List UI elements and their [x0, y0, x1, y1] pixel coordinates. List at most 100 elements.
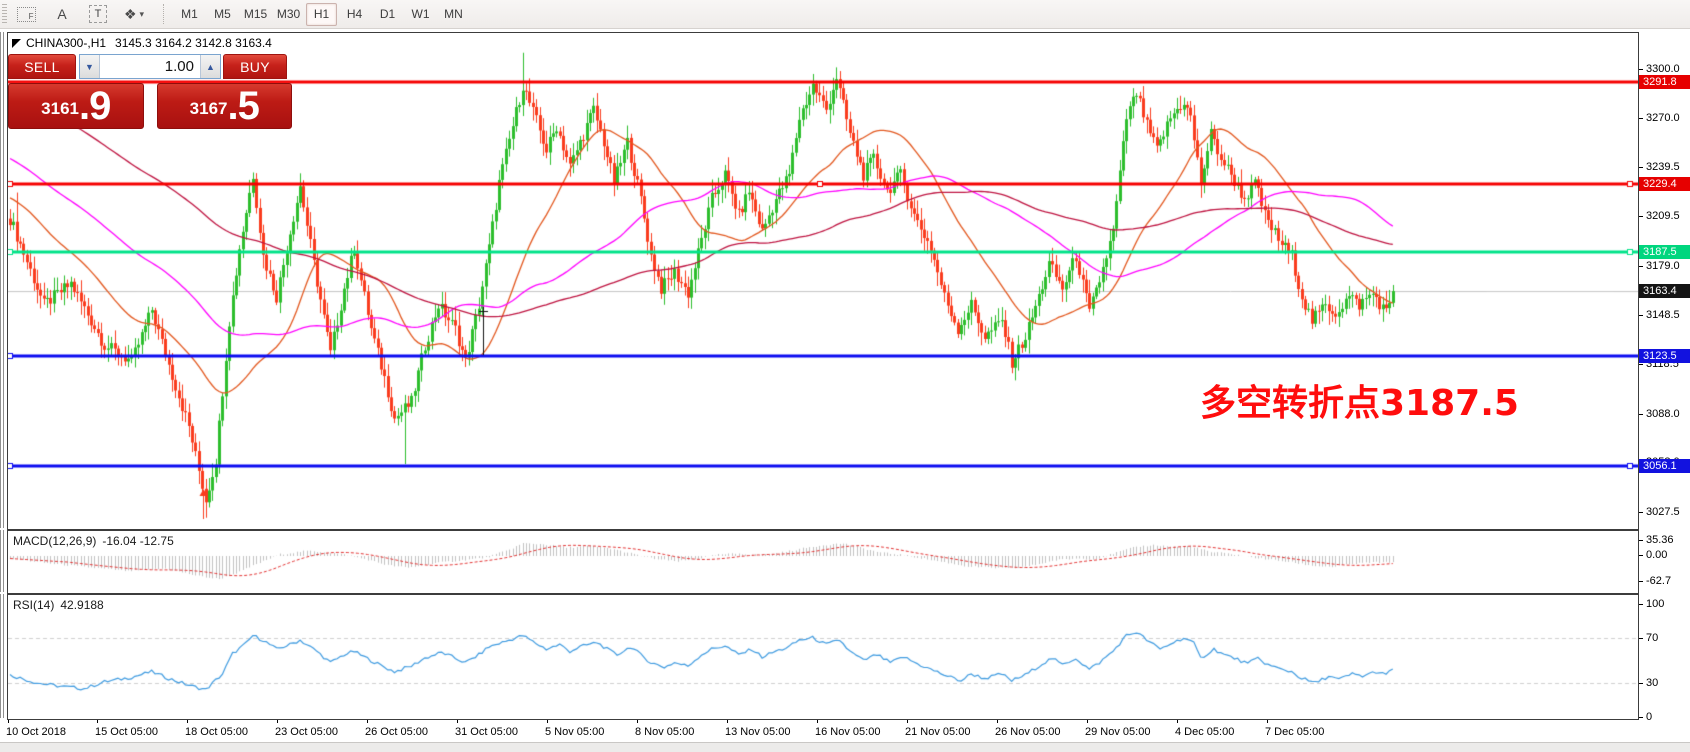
y-axis-tick: 3239.5	[1639, 161, 1690, 174]
macd-name: MACD(12,26,9)	[13, 534, 97, 548]
panel-splitter[interactable]	[0, 32, 6, 528]
macd-axis-tick: -62.7	[1639, 575, 1690, 588]
toolbar: F A T ❖ ▾ M1 M5 M15 M30 H1 H4 D1 W1 MN	[0, 0, 1690, 29]
macd-values: -16.04 -12.75	[102, 534, 174, 548]
toolbar-icon-group: F A T ❖ ▾	[7, 3, 155, 25]
sell-price-frac: .9	[78, 84, 111, 128]
rsi-name: RSI(14)	[13, 598, 55, 612]
panel-splitter[interactable]	[0, 594, 6, 718]
window-bottom-strip	[0, 742, 1690, 752]
cursor-tools-glyph: ❖	[123, 5, 137, 22]
font-properties-icon[interactable]: F	[15, 3, 37, 25]
text-box-glyph: T	[89, 5, 107, 23]
buy-price-tile[interactable]: 3167.5	[156, 83, 292, 129]
x-axis-label: 18 Oct 05:00	[185, 726, 248, 738]
price-axis[interactable]: 3300.0 3270.0 3239.5 3209.5 3179.0 3148.5 3118…	[1639, 32, 1690, 723]
text-box-icon[interactable]: T	[87, 3, 109, 25]
macd-canvas[interactable]	[8, 531, 1638, 593]
sell-price-tile[interactable]: 3161.9	[8, 83, 144, 129]
x-axis-label: 8 Nov 05:00	[635, 726, 695, 738]
rsi-label: RSI(14) 42.9188	[13, 598, 104, 612]
timeframe-M1[interactable]: M1	[181, 7, 198, 21]
rsi-axis-tick: 0	[1639, 711, 1690, 724]
buy-button-label: BUY	[240, 58, 270, 75]
volume-input[interactable]	[100, 55, 200, 78]
rsi-axis-tick: 30	[1639, 677, 1690, 690]
x-axis-label: 31 Oct 05:00	[455, 726, 518, 738]
rsi-canvas[interactable]	[8, 595, 1638, 719]
price-level-badge: 3187.5	[1639, 244, 1690, 259]
chevron-down-icon: ▾	[139, 8, 145, 19]
x-axis-tick	[367, 720, 368, 723]
toolbar-grip-handle[interactable]	[2, 4, 7, 24]
timeframe-H4[interactable]: H4	[346, 7, 363, 21]
y-axis-tick: 3179.0	[1639, 260, 1690, 273]
timeframe-M30[interactable]: M30	[276, 7, 301, 21]
chart-annotation-text: 多空转折点3187.5	[1200, 383, 1519, 424]
y-axis-tick: 3027.5	[1639, 506, 1690, 519]
timeframe-MN[interactable]: MN	[444, 7, 463, 21]
volume-decrease-button[interactable]: ▼	[80, 55, 100, 78]
x-axis-label: 29 Nov 05:00	[1085, 726, 1151, 738]
one-click-trading-panel: SELL ▼ ▲ BUY 3161.9 3167.5	[8, 54, 292, 129]
x-axis-label: 7 Dec 05:00	[1265, 726, 1325, 738]
x-axis-label: 5 Nov 05:00	[545, 726, 605, 738]
cursor-tools-icon[interactable]: ❖ ▾	[123, 3, 145, 25]
current-price-badge: 3163.4	[1639, 284, 1690, 299]
timeframe-M15[interactable]: M15	[243, 7, 268, 21]
x-axis-tick	[97, 720, 98, 723]
sell-price-main: 3161	[41, 99, 79, 118]
x-axis-tick	[277, 720, 278, 723]
timeframe-H1[interactable]: H1	[306, 2, 337, 26]
x-axis-label: 15 Oct 05:00	[95, 726, 158, 738]
x-axis-label: 13 Nov 05:00	[725, 726, 791, 738]
text-label-icon[interactable]: A	[51, 3, 73, 25]
price-level-badge: 3229.4	[1639, 176, 1690, 191]
volume-spinner: ▼ ▲	[79, 54, 221, 79]
x-axis-tick	[1087, 720, 1088, 723]
y-axis-tick: 3300.0	[1639, 63, 1690, 76]
y-axis-tick: 3148.5	[1639, 309, 1690, 322]
timeframe-W1[interactable]: W1	[411, 7, 430, 21]
sell-button[interactable]: SELL	[8, 54, 76, 79]
macd-axis-tick: 35.36	[1639, 534, 1690, 547]
x-axis-tick	[187, 720, 188, 723]
collapse-triangle-icon[interactable]	[12, 38, 21, 48]
x-axis-tick	[1267, 720, 1268, 723]
buy-price-frac: .5	[227, 84, 259, 128]
rsi-panel[interactable]: RSI(14) 42.9188	[7, 594, 1639, 720]
font-properties-glyph: F	[16, 6, 36, 22]
x-axis-label: 23 Oct 05:00	[275, 726, 338, 738]
macd-label: MACD(12,26,9) -16.04 -12.75	[13, 534, 174, 548]
panel-splitter[interactable]	[0, 530, 6, 592]
buy-price-main: 3167	[189, 99, 228, 118]
x-axis-tick	[727, 720, 728, 723]
symbol-period-label: CHINA300-,H1	[26, 36, 107, 50]
y-axis-tick: 3209.5	[1639, 210, 1690, 223]
time-axis[interactable]: 10 Oct 2018 15 Oct 05:00 18 Oct 05:00 23 Oc…	[0, 720, 1690, 742]
x-axis-tick	[637, 720, 638, 723]
macd-axis-tick: 0.00	[1639, 549, 1690, 562]
rsi-axis-tick: 70	[1639, 632, 1690, 645]
y-axis-tick: 3270.0	[1639, 112, 1690, 125]
price-chart-panel[interactable]	[7, 32, 1639, 530]
volume-increase-button[interactable]: ▲	[200, 55, 220, 78]
ohlc-values: 3145.3 3164.2 3142.8 3163.4	[115, 36, 272, 50]
price-level-badge: 3056.1	[1639, 458, 1690, 473]
macd-panel[interactable]: MACD(12,26,9) -16.04 -12.75	[7, 530, 1639, 594]
timeframe-M5[interactable]: M5	[214, 7, 231, 21]
toolbar-separator	[163, 4, 165, 24]
text-label-glyph: A	[57, 6, 67, 22]
x-axis-tick	[997, 720, 998, 723]
y-axis-tick: 3088.0	[1639, 408, 1690, 421]
x-axis-tick	[547, 720, 548, 723]
x-axis-label: 10 Oct 2018	[6, 726, 66, 738]
buy-button[interactable]: BUY	[223, 54, 287, 79]
x-axis-label: 26 Nov 05:00	[995, 726, 1061, 738]
x-axis-label: 4 Dec 05:00	[1175, 726, 1235, 738]
x-axis-label: 26 Oct 05:00	[365, 726, 428, 738]
x-axis-tick	[8, 720, 9, 723]
x-axis-label: 16 Nov 05:00	[815, 726, 881, 738]
timeframe-D1[interactable]: D1	[379, 7, 396, 21]
x-axis-tick	[1177, 720, 1178, 723]
